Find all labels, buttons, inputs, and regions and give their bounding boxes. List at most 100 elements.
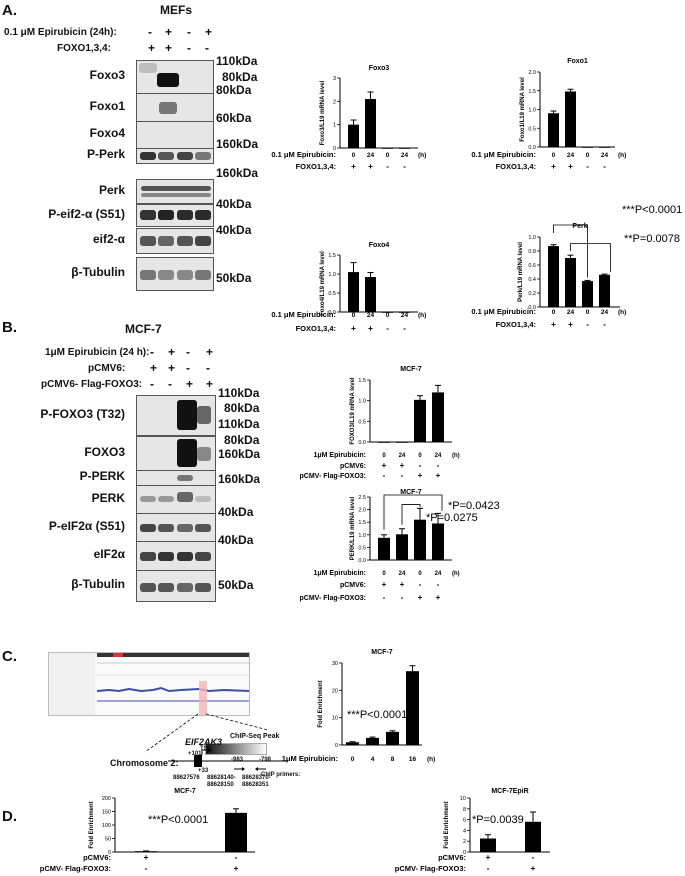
y-axis-label: Foxo3/L19 mRNA level: [320, 80, 326, 145]
kda-marker-2: 60kDa: [216, 111, 252, 125]
p-value-annotation: *P=0.0275: [426, 512, 478, 524]
condition-sign: -: [437, 580, 440, 589]
blot-label-3: P-Perk: [86, 147, 125, 161]
y-tick-label: 0: [108, 850, 111, 856]
tss-label: TSS: [200, 746, 212, 752]
y-tick-label: 1.5: [328, 253, 336, 259]
sign-genotype-1: +: [165, 41, 173, 55]
condition-sign: -: [401, 593, 404, 602]
blot-image-4: [136, 179, 214, 204]
x-tick-label: 0: [386, 152, 390, 159]
sign-genotype-0: +: [148, 41, 156, 55]
condition-sign: -: [386, 161, 389, 171]
band-7-1: [158, 270, 174, 280]
p-value-annotation: **P=0.0078: [624, 233, 680, 245]
kda-marker-3: 160kDa: [218, 472, 261, 486]
bar-3: [399, 312, 410, 313]
bar-0: [135, 851, 157, 852]
kda-marker2-1: 80kDa: [224, 433, 260, 447]
condition-sign: +: [531, 863, 536, 873]
chart-title-B-foxo3: MCF-7: [400, 366, 421, 373]
blot-label-7: β-Tubulin: [71, 265, 125, 279]
condition-sign: +: [400, 461, 405, 470]
band-3-2: [177, 152, 193, 160]
condition-sign: -: [401, 471, 404, 480]
x-tick-label: 0: [418, 571, 422, 577]
condition-row-label: 1μM Epirubicin:: [313, 452, 366, 459]
sign-genotype-3: -: [205, 41, 209, 55]
band-7-3: [195, 270, 211, 280]
bar-3: [406, 671, 419, 745]
condition-row-label: pCMV- Flag-FOXO3:: [300, 595, 367, 602]
bar-2: [582, 281, 593, 307]
sign-foxo3-2: +: [186, 377, 194, 391]
band-6-0: [140, 236, 156, 246]
y-tick-label: 0.0: [328, 310, 336, 316]
significance-bracket: [401, 504, 421, 525]
coord-1: 88627576: [173, 775, 200, 781]
condition-sign: -: [383, 471, 386, 480]
band-5-0: [140, 210, 156, 220]
y-tick-label: 0.8: [528, 249, 536, 255]
condition-sign: +: [436, 593, 441, 602]
y-tick-label: 0: [333, 146, 336, 152]
bar-2: [382, 148, 393, 149]
position-plus33: +33: [198, 768, 209, 774]
y-tick-label: 1.0: [358, 533, 366, 539]
blot-image-0: [136, 60, 214, 94]
band-2-0: [177, 475, 193, 481]
p-value-annotation: *P=0.0039: [472, 814, 524, 826]
sign-treatment-0: -: [150, 345, 154, 359]
sign-treatment-2: -: [187, 25, 191, 39]
chart-title-D-mcf7: MCF-7: [174, 788, 195, 795]
y-tick-label: 1.0: [528, 108, 536, 114]
condition-row-label: pCMV- Flag-FOXO3:: [40, 864, 111, 873]
kda-marker2-0: 80kDa: [222, 70, 258, 84]
band-4-1: [158, 524, 174, 532]
sign-foxo3-3: +: [206, 377, 214, 391]
condition-sign: +: [418, 593, 423, 602]
condition-sign: -: [586, 161, 589, 171]
band-0-1: [197, 406, 211, 424]
p-value-annotation: *P=0.0423: [448, 500, 500, 512]
x-unit-label: (h): [618, 309, 626, 316]
band-6-3: [195, 583, 211, 592]
significance-bracket: [383, 494, 443, 530]
bar-1: [225, 812, 247, 852]
bar-1: [365, 277, 376, 312]
chip-seq-peak-label: ChIP-Seq Peak: [230, 733, 280, 740]
condition-sign: +: [568, 161, 573, 171]
band-4-0: [141, 186, 211, 191]
bar-2: [382, 312, 393, 313]
y-tick-label: 100: [102, 823, 111, 829]
blot-label-5: P-eif2-α (S51): [48, 206, 125, 221]
chart-A-foxo3: Foxo3 0 1 2 3 Foxo3/L19 mRNA level 0.1 μM Epir…: [271, 65, 426, 171]
blot-label-2: Foxo4: [89, 126, 125, 140]
y-tick-label: 0: [463, 850, 466, 856]
y-axis-label: Fold Enrichment: [89, 801, 95, 848]
y-axis-label: Foxo4/L19 mRNA level: [320, 251, 326, 316]
condition-sign: +: [551, 161, 556, 171]
bar-3: [599, 147, 610, 148]
condition-row-label: FOXO1,3,4:: [496, 320, 536, 329]
condition-row-label: pCMV6:: [340, 582, 366, 589]
coord-2: 88628140-: [207, 775, 236, 781]
y-tick-label: 1.0: [528, 235, 536, 241]
x-unit-label: (h): [418, 152, 426, 159]
bar-3: [399, 148, 410, 149]
bar-3: [599, 274, 610, 307]
condition-row-label: 1μM Epirubicin:: [313, 570, 366, 577]
x-tick-label: 24: [399, 453, 406, 459]
y-tick-label: 0.5: [528, 126, 536, 132]
condition-sign: -: [383, 593, 386, 602]
bar-2: [386, 731, 399, 745]
bar-1: [365, 99, 376, 148]
band-4-1: [141, 193, 211, 197]
condition-row-label: 0.1 μM Epirubicin:: [471, 150, 536, 159]
bar-0: [348, 124, 359, 148]
p-value-annotation: ***P<0.0001: [148, 814, 208, 826]
condition-sign: -: [586, 319, 589, 329]
x-tick-label: 0: [586, 309, 590, 316]
y-tick-label: 50: [105, 837, 111, 843]
